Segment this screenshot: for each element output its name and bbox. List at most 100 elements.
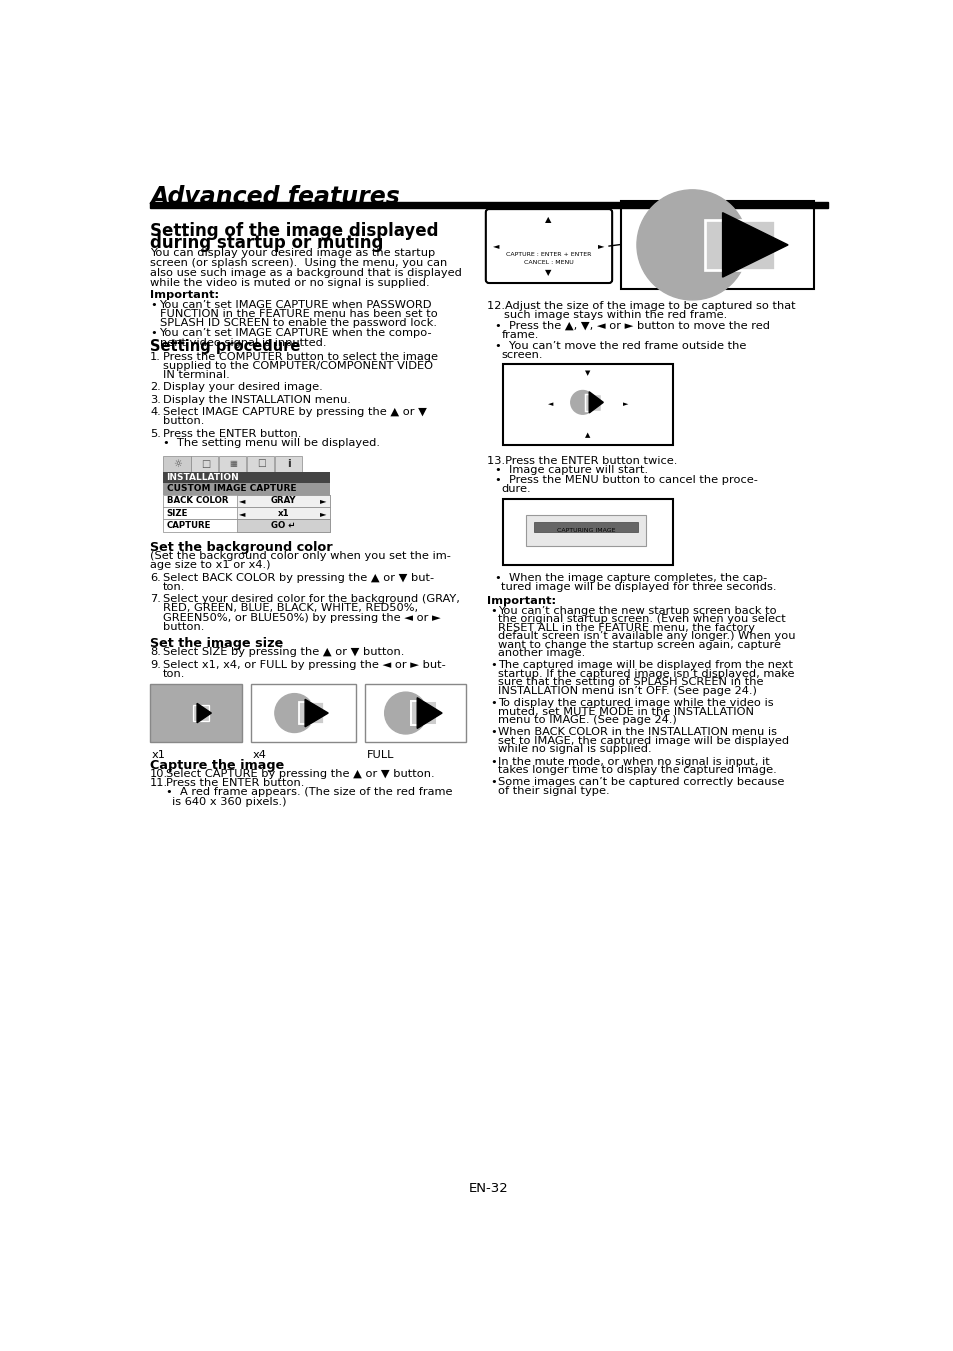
Text: age size to x1 or x4.): age size to x1 or x4.) [150,561,271,570]
Text: dure.: dure. [500,484,531,494]
Text: 5.: 5. [150,428,161,439]
Text: Display the INSTALLATION menu.: Display the INSTALLATION menu. [162,394,350,405]
Text: CANCEL : MENU: CANCEL : MENU [523,259,573,265]
Text: 11.: 11. [150,778,168,788]
Text: default screen isn’t available any longer.) When you: default screen isn’t available any longe… [497,631,795,642]
Text: You can display your desired image as the startup: You can display your desired image as th… [150,249,435,258]
Text: the original startup screen. (Even when you select: the original startup screen. (Even when … [497,615,785,624]
Text: button.: button. [162,621,204,632]
Text: ►: ► [319,509,326,517]
Text: ◄: ◄ [548,401,553,407]
Bar [163,457,191,471]
Text: want to change the startup screen again, capture: want to change the startup screen again,… [497,639,781,650]
Text: 2.: 2. [150,382,161,392]
Text: x4: x4 [253,750,266,759]
Text: INSTALLATION: INSTALLATION [167,473,239,481]
Text: In the mute mode, or when no signal is input, it: In the mute mode, or when no signal is i… [497,757,769,766]
Text: Select IMAGE CAPTURE by pressing the ▲ or ▼: Select IMAGE CAPTURE by pressing the ▲ o… [162,407,426,417]
Text: Select x1, x4, or FULL by pressing the ◄ or ► but-: Select x1, x4, or FULL by pressing the ◄… [162,659,445,670]
Bar [247,457,274,471]
Text: Some images can’t be captured correctly because: Some images can’t be captured correctly … [497,777,783,788]
Text: Press the COMPUTER button to select the image: Press the COMPUTER button to select the … [162,351,437,362]
Text: nent video signal is inputted.: nent video signal is inputted. [159,338,326,347]
Text: The captured image will be displayed from the next: The captured image will be displayed fro… [497,661,792,670]
Text: ▲: ▲ [545,215,551,224]
Text: 8.: 8. [150,647,161,657]
Bar [219,457,246,471]
Text: •  When the image capture completes, the cap-: • When the image capture completes, the … [495,573,766,582]
Text: during startup or muting: during startup or muting [150,234,383,251]
Bar [163,494,330,507]
Text: also use such image as a background that is displayed: also use such image as a background that… [150,269,461,278]
Text: x1: x1 [152,750,166,759]
Text: •  You can’t move the red frame outside the: • You can’t move the red frame outside t… [495,340,745,351]
Text: such image stays within the red frame.: such image stays within the red frame. [504,309,727,320]
Bar [163,471,330,484]
Text: CAPTURING IMAGE: CAPTURING IMAGE [556,528,615,532]
Bar [150,203,827,208]
Text: ☐: ☐ [256,459,265,469]
Text: CAPTURE: CAPTURE [167,521,211,530]
Bar [163,519,330,532]
Text: Set the image size: Set the image size [150,638,283,650]
Text: ▼: ▼ [585,370,590,376]
Text: You can’t set IMAGE CAPTURE when the compo-: You can’t set IMAGE CAPTURE when the com… [159,328,432,339]
Text: Press the ENTER button.: Press the ENTER button. [162,428,301,439]
Bar [502,363,673,444]
Text: RED, GREEN, BLUE, BLACK, WHITE, RED50%,: RED, GREEN, BLUE, BLACK, WHITE, RED50%, [162,604,417,613]
Text: CAPTURE : ENTER + ENTER: CAPTURE : ENTER + ENTER [505,253,591,257]
Text: x1: x1 [277,509,289,517]
Bar [236,507,330,519]
Text: Setting of the image displayed: Setting of the image displayed [150,222,438,240]
Bar [525,515,645,546]
Text: ►: ► [598,242,604,250]
Text: Display your desired image.: Display your desired image. [162,382,322,392]
Text: ☼: ☼ [172,459,182,469]
Bar [163,484,330,494]
Text: frame.: frame. [500,330,538,340]
Text: BACK COLOR: BACK COLOR [167,496,228,505]
Bar [620,200,814,289]
Text: •: • [490,698,497,708]
Text: FULL: FULL [366,750,394,759]
Text: 7.: 7. [150,594,161,604]
Text: 6.: 6. [150,573,161,582]
Text: 10.: 10. [150,769,168,780]
Text: Advanced features: Advanced features [150,185,399,209]
Text: ton.: ton. [162,582,185,592]
Text: •: • [490,661,497,670]
Text: ◄: ◄ [493,242,499,250]
Text: 12.Adjust the size of the image to be captured so that: 12.Adjust the size of the image to be ca… [487,301,795,311]
Text: 9.: 9. [150,659,161,670]
Text: •: • [490,727,497,738]
Text: i: i [287,459,291,469]
Text: while no signal is supplied.: while no signal is supplied. [497,744,651,754]
Text: SIZE: SIZE [167,509,188,517]
Text: tured image will be displayed for three seconds.: tured image will be displayed for three … [500,582,776,592]
Text: Important:: Important: [487,596,556,605]
Bar [502,500,673,565]
Text: You can’t change the new startup screen back to: You can’t change the new startup screen … [497,605,776,616]
Text: EN-32: EN-32 [469,1182,508,1196]
Text: (Set the background color only when you set the im-: (Set the background color only when you … [150,551,451,561]
Text: Important:: Important: [150,290,219,300]
Text: □: □ [200,459,210,469]
Bar [274,457,302,471]
Text: GRAY: GRAY [271,496,296,505]
Circle shape [274,693,314,732]
Bar [163,507,330,519]
Text: while the video is muted or no signal is supplied.: while the video is muted or no signal is… [150,278,430,288]
Text: Set the background color: Set the background color [150,540,333,554]
Bar [251,684,355,742]
Text: ►: ► [319,496,326,505]
Text: ◄: ◄ [238,496,245,505]
Text: •: • [490,605,497,616]
Text: ton.: ton. [162,669,185,678]
Circle shape [570,390,594,415]
Polygon shape [305,700,328,727]
Polygon shape [589,392,602,413]
Text: takes longer time to display the captured image.: takes longer time to display the capture… [497,765,776,775]
Text: 13.Press the ENTER button twice.: 13.Press the ENTER button twice. [487,457,677,466]
Text: muted, set MUTE MODE in the INSTALLATION: muted, set MUTE MODE in the INSTALLATION [497,707,754,716]
Bar [704,220,775,270]
